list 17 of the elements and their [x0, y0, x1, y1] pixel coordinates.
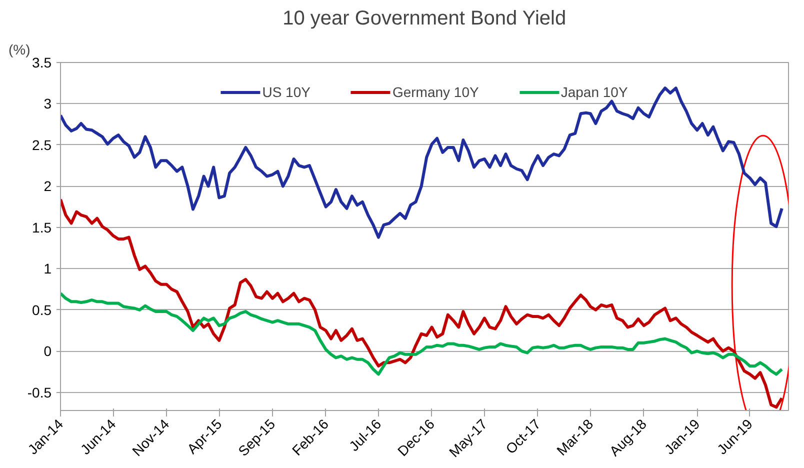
y-tick-label: 1 — [44, 260, 52, 277]
legend-label: Japan 10Y — [560, 84, 628, 100]
line-series — [60, 292, 784, 376]
y-tick-label: 3.5 — [32, 54, 52, 70]
legend-label: US 10Y — [262, 84, 310, 100]
y-tick-label: 0 — [44, 343, 52, 360]
line-series — [60, 198, 784, 409]
y-tick-label: -0.5 — [27, 384, 52, 400]
line-series — [60, 86, 784, 239]
legend-label: Germany 10Y — [392, 84, 479, 100]
y-tick-label: 0.5 — [32, 302, 52, 318]
y-axis-title: (%) — [8, 42, 30, 58]
y-tick-label: 2.5 — [32, 136, 52, 153]
y-tick-label: 2 — [44, 178, 52, 194]
chart-title: 10 year Government Bond Yield — [282, 8, 566, 30]
y-tick-label: 1.5 — [32, 219, 52, 236]
y-tick-label: 3 — [44, 96, 52, 112]
